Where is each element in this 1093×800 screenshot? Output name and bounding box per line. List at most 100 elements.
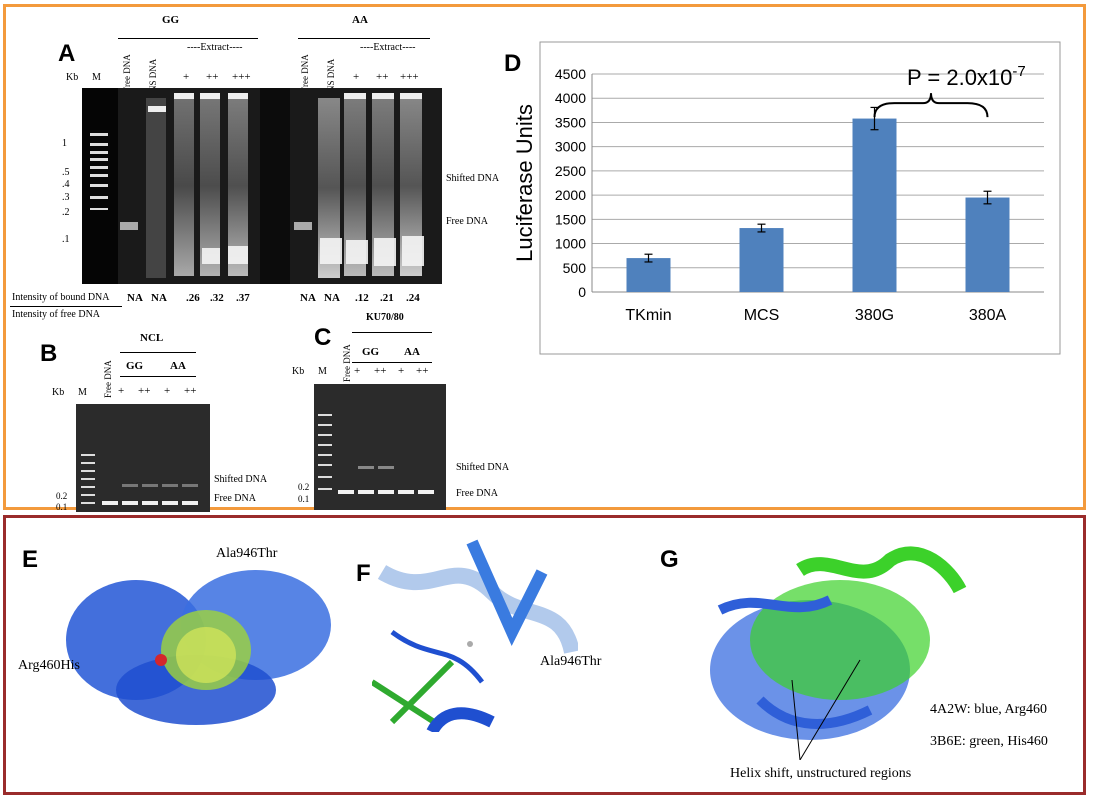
panel-e-mutation-ala946thr: Ala946Thr xyxy=(216,546,278,561)
panel-c-marker-01: 0.1 xyxy=(298,494,310,504)
panel-a-gg-ratio-value: NA xyxy=(151,292,167,304)
panel-b-sub-rule xyxy=(120,376,196,377)
panel-a-label: A xyxy=(58,40,76,67)
chart-ytick-label: 1500 xyxy=(555,211,586,227)
panel-a-size-marker: .3 xyxy=(62,192,70,203)
panel-a-extract-gg: ----Extract---- xyxy=(187,42,243,53)
panel-a-ratio-denominator: Intensity of free DNA xyxy=(12,309,101,320)
panel-e-label: E xyxy=(22,546,39,573)
panel-a-size-marker: .5 xyxy=(62,167,70,178)
panel-a-aa-ratio-value: .21 xyxy=(380,292,394,304)
panel-b-gg: GG xyxy=(126,360,144,372)
panel-a-lane-free-gg: Free DNA xyxy=(122,54,132,92)
panel-a-plus-gg-2: ++ xyxy=(206,71,219,83)
panel-a-plus-gg-1: + xyxy=(183,71,190,83)
panel-c-plus-aa-1: + xyxy=(398,365,405,377)
panel-f-protein-closeup xyxy=(372,532,578,732)
panel-b-label: B xyxy=(40,340,58,367)
panel-b-gel-image xyxy=(76,404,210,512)
panel-b-marker-02: 0.2 xyxy=(56,491,68,501)
chart-bar xyxy=(626,258,671,292)
panel-g-structure-overlay xyxy=(700,530,986,760)
chart-ytick-label: 500 xyxy=(563,260,587,276)
panel-a-plus-aa-2: ++ xyxy=(376,71,389,83)
panel-b-plus-gg-2: ++ xyxy=(138,385,151,397)
panel-a-lane-free-aa: Free DNA xyxy=(300,54,310,92)
panel-c-free-label: Free DNA xyxy=(456,488,498,499)
panel-b-lane-free: Free DNA xyxy=(103,360,113,398)
panel-a-size-marker: .2 xyxy=(62,207,70,218)
panel-c-plus-gg-1: + xyxy=(354,365,361,377)
bottom-panel-frame xyxy=(3,515,1086,795)
panel-c-plus-aa-2: ++ xyxy=(416,365,429,377)
panel-b-plus-gg-1: + xyxy=(118,385,125,397)
panel-a-plus-aa-3: +++ xyxy=(400,71,419,83)
luciferase-bar-chart: 0 500 1000 1500 2000 2500 3000 3500 4000 4500 Luci… xyxy=(512,41,1061,355)
chart-bar xyxy=(965,197,1010,292)
panel-g-label: G xyxy=(660,546,679,573)
panel-a-marker-label: M xyxy=(92,72,101,83)
panel-a-size-marker: .1 xyxy=(62,234,70,245)
panel-a-ratio-numerator: Intensity of bound DNA xyxy=(12,292,110,303)
panel-a-aa-ratio-value: NA xyxy=(300,292,316,304)
chart-ytick-label: 4000 xyxy=(555,90,586,106)
panel-c-kb: Kb xyxy=(292,366,305,377)
chart-category-label: 380G xyxy=(855,307,894,324)
panel-a-lane-ns-gg: NS DNA xyxy=(148,58,158,92)
panel-c-title-rule xyxy=(352,332,432,333)
panel-a-gg-ratio-value: NA xyxy=(127,292,143,304)
panel-a-gg-ratio-value: .37 xyxy=(236,292,250,304)
panel-b-kb: Kb xyxy=(52,387,65,398)
chart-ytick-label: 3000 xyxy=(555,139,586,155)
panel-g-legend-green: 3B6E: green, His460 xyxy=(930,734,1048,749)
panel-d-label: D xyxy=(504,50,522,77)
panel-a-kb: Kb xyxy=(66,72,79,83)
chart-ytick-label: 1000 xyxy=(555,236,586,252)
panel-b-title: NCL xyxy=(140,332,164,344)
panel-a-lane-ns-aa: NS DNA xyxy=(326,58,336,92)
panel-a-size-marker: .4 xyxy=(62,179,70,190)
panel-a-gel-image xyxy=(82,88,442,284)
chart-ytick-label: 2000 xyxy=(555,187,586,203)
panel-a-plus-aa-1: + xyxy=(353,71,360,83)
panel-g-legend-blue: 4A2W: blue, Arg460 xyxy=(930,702,1048,717)
top-panel-frame xyxy=(3,4,1086,510)
panel-a-gg-rule xyxy=(118,38,258,39)
panel-c-marker-02: 0.2 xyxy=(298,482,310,492)
chart-bar xyxy=(852,118,897,293)
panel-c-lane-free: Free DNA xyxy=(342,344,352,382)
panel-a-ratio-bar xyxy=(10,306,122,307)
panel-a-gg-ratio-value: .32 xyxy=(210,292,224,304)
panel-c-plus-gg-2: ++ xyxy=(374,365,387,377)
panel-b-marker-01: 0.1 xyxy=(56,502,68,512)
panel-f-label: F xyxy=(356,560,371,587)
panel-c-shifted-label: Shifted DNA xyxy=(456,462,510,473)
panel-e-protein-structure xyxy=(56,540,346,750)
panel-a-shifted-label: Shifted DNA xyxy=(446,173,500,184)
panel-a-plus-gg-3: +++ xyxy=(232,71,251,83)
panel-a-aa-rule xyxy=(298,38,430,39)
panel-b-free-label: Free DNA xyxy=(214,493,256,504)
panel-c-aa: AA xyxy=(404,346,420,358)
panel-a-aa-ratio-value: NA xyxy=(324,292,340,304)
panel-a-gg-ratio-value: .26 xyxy=(186,292,200,304)
panel-a-extract-aa: ----Extract---- xyxy=(360,42,416,53)
panel-c-marker-label: M xyxy=(318,366,327,377)
panel-a-group-gg: GG xyxy=(162,14,180,26)
chart-bar xyxy=(739,228,784,292)
chart-ytick-label: 3500 xyxy=(555,114,586,130)
panel-c-sub-rule xyxy=(352,362,432,363)
chart-ytick-label: 0 xyxy=(578,284,586,300)
panel-b-marker-label: M xyxy=(78,387,87,398)
chart-category-label: 380A xyxy=(969,307,1007,324)
chart-category-label: TKmin xyxy=(625,307,671,324)
panel-b-title-rule xyxy=(120,352,196,353)
panel-b-shifted-label: Shifted DNA xyxy=(214,474,268,485)
panel-b-plus-aa-1: + xyxy=(164,385,171,397)
chart-p-value: P = 2.0x10-7 xyxy=(907,63,1026,90)
panel-c-label: C xyxy=(314,324,332,351)
chart-significance-bracket xyxy=(873,93,989,118)
panel-a-group-aa: AA xyxy=(352,14,368,26)
chart-y-axis-label: Luciferase Units xyxy=(512,104,537,262)
panel-e-mutation-arg460his: Arg460His xyxy=(18,658,80,673)
